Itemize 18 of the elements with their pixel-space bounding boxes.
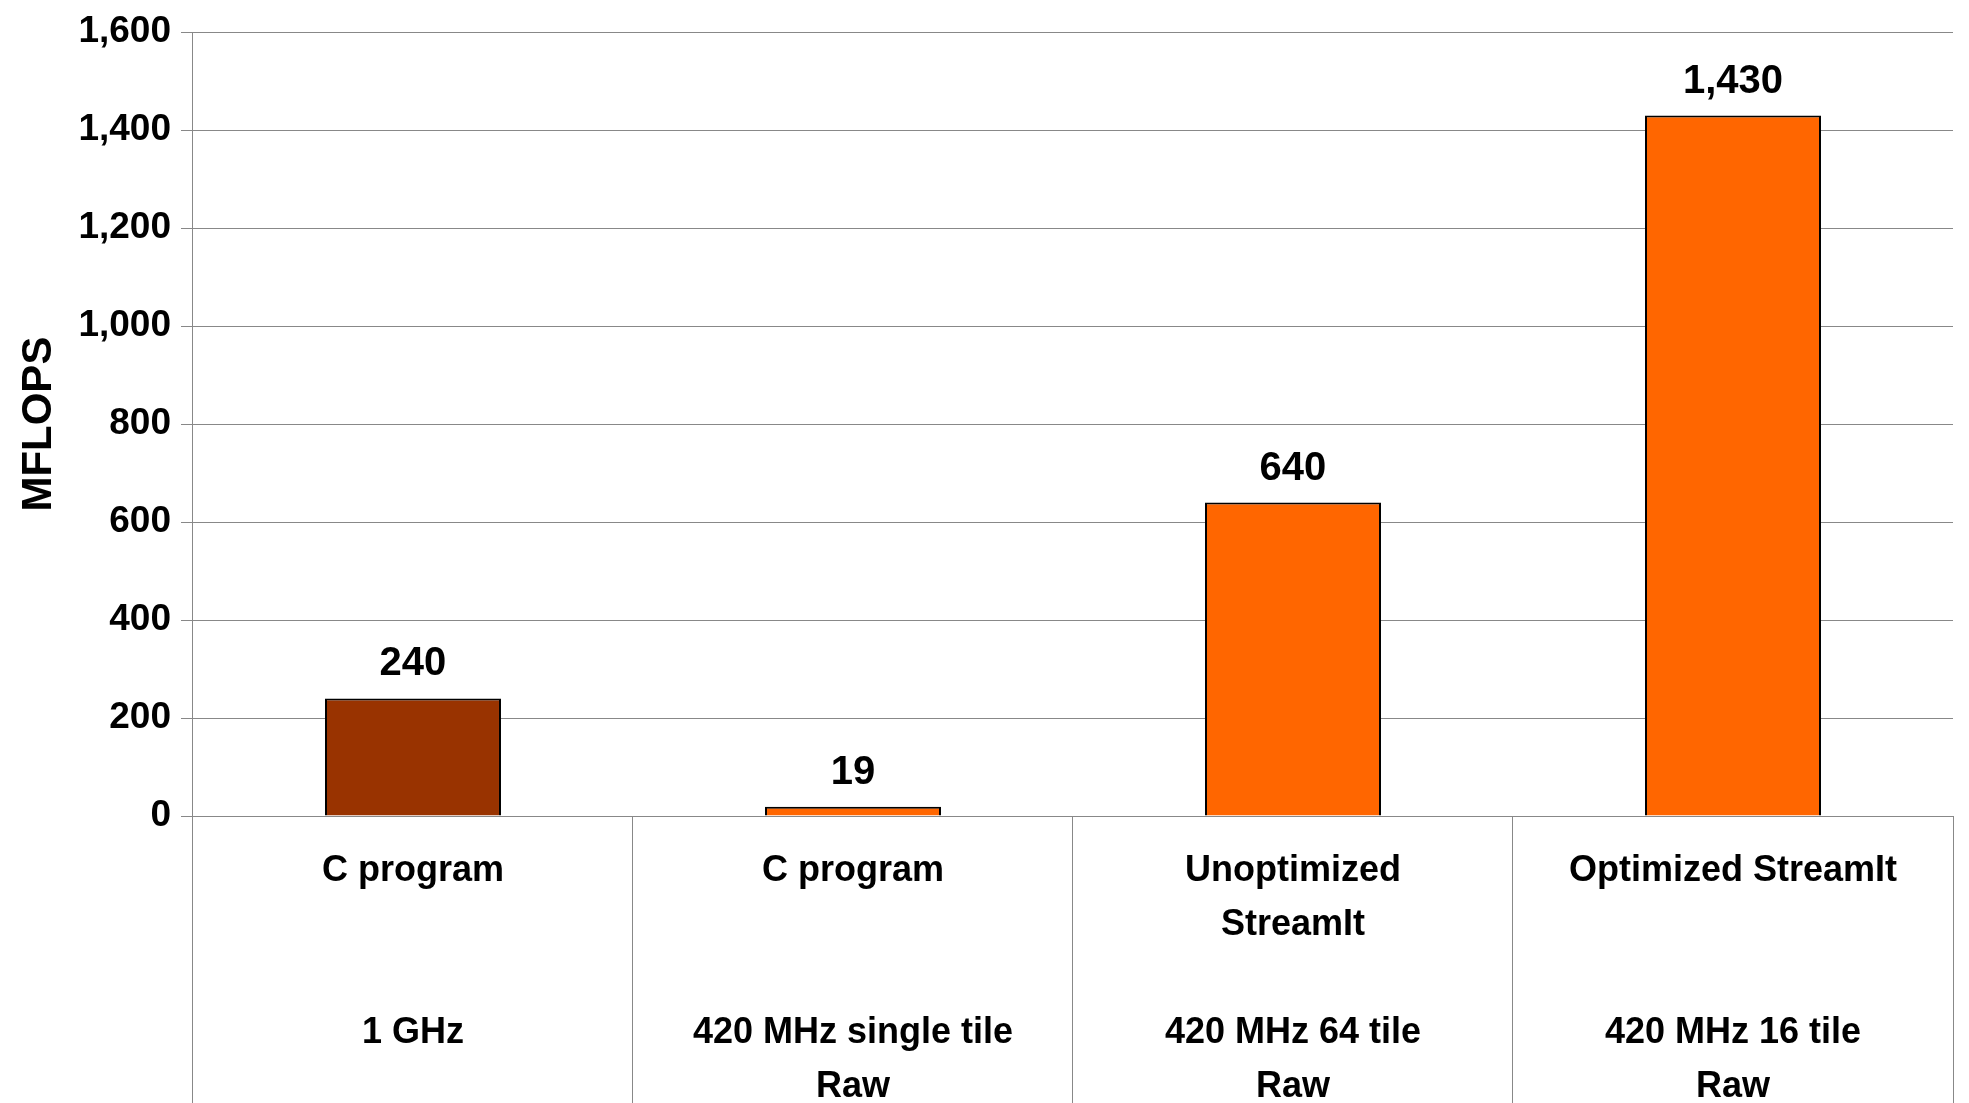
y-axis-title: MFLOPS bbox=[12, 336, 60, 512]
y-tick-label: 600 bbox=[109, 499, 171, 541]
y-tick-label: 400 bbox=[109, 597, 171, 639]
category-label: Unoptimized StreamIt 420 MHz 64 tile Raw bbox=[1164, 847, 1422, 1103]
y-tick-label: 800 bbox=[109, 401, 171, 443]
category-label: C program 1 GHz bbox=[321, 847, 505, 1051]
data-label: 1,430 bbox=[1682, 56, 1784, 101]
data-label: 19 bbox=[830, 747, 876, 792]
data-label: 240 bbox=[379, 639, 447, 684]
y-tick-label: 1,600 bbox=[78, 9, 171, 51]
y-tick-label: 200 bbox=[109, 695, 171, 737]
data-label: 640 bbox=[1259, 443, 1327, 488]
y-tick-label: 1,400 bbox=[78, 107, 171, 149]
category-label: Optimized StreamIt 420 MHz 16 tile Raw bbox=[1568, 847, 1898, 1103]
y-tick-label: 1,000 bbox=[78, 303, 171, 345]
y-tick-label: 1,200 bbox=[78, 205, 171, 247]
y-tick-label: 0 bbox=[150, 793, 171, 835]
category-label: C program 420 MHz single tile Raw bbox=[692, 847, 1014, 1103]
